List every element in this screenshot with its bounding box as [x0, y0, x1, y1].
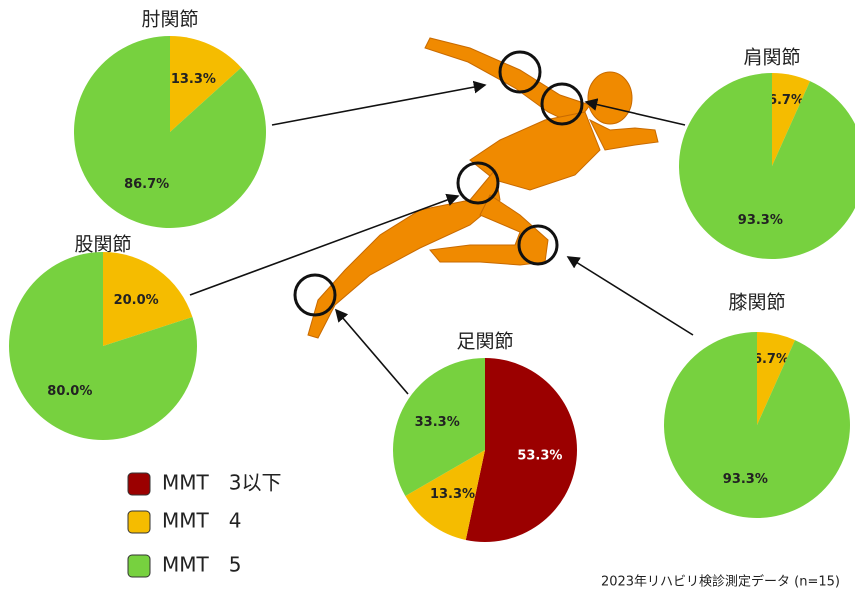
- pie-slice: [772, 73, 811, 166]
- pie-title: 膝関節: [728, 292, 785, 314]
- pie-title: 股関節: [74, 234, 131, 256]
- pie-title: 足関節: [456, 331, 513, 353]
- pie-title: 肘関節: [141, 9, 198, 31]
- pie-slice: [103, 252, 193, 346]
- pie-slice: [8, 252, 198, 440]
- pie-slice: [393, 358, 485, 496]
- legend-swatch: [127, 510, 151, 534]
- legend-label: MMT 5: [162, 553, 241, 577]
- slice-label: 93.3%: [723, 472, 768, 487]
- slice-label: 6.7%: [753, 352, 789, 367]
- joint-rings: [293, 50, 584, 317]
- legend-swatch: [127, 472, 151, 496]
- legend-label: MMT 3以下: [162, 471, 281, 495]
- runner-figure: [307, 37, 659, 339]
- footnote: 2023年リハビリ検診測定データ (n=15): [601, 574, 840, 590]
- pie-title: 肩関節: [743, 47, 800, 69]
- slice-label: 20.0%: [114, 293, 159, 308]
- legend-label: MMT 4: [162, 509, 241, 533]
- legend-swatch: [127, 554, 151, 578]
- arrows: [189, 80, 694, 395]
- slice-label: 6.7%: [768, 93, 804, 108]
- slice-label: 13.3%: [430, 487, 475, 502]
- pie-slice: [465, 358, 578, 542]
- pie-slice: [74, 36, 266, 228]
- pie-slice: [757, 332, 796, 425]
- slice-label: 53.3%: [517, 448, 562, 463]
- slice-label: 33.3%: [415, 415, 460, 430]
- pie-slice: [170, 36, 242, 132]
- pie-slice: [663, 332, 850, 518]
- pie-slice: [405, 450, 485, 540]
- slice-label: 80.0%: [47, 384, 92, 399]
- pie-slice: [679, 73, 855, 259]
- slice-label: 93.3%: [738, 213, 783, 228]
- slice-label: 86.7%: [124, 177, 169, 192]
- slice-label: 13.3%: [171, 72, 216, 87]
